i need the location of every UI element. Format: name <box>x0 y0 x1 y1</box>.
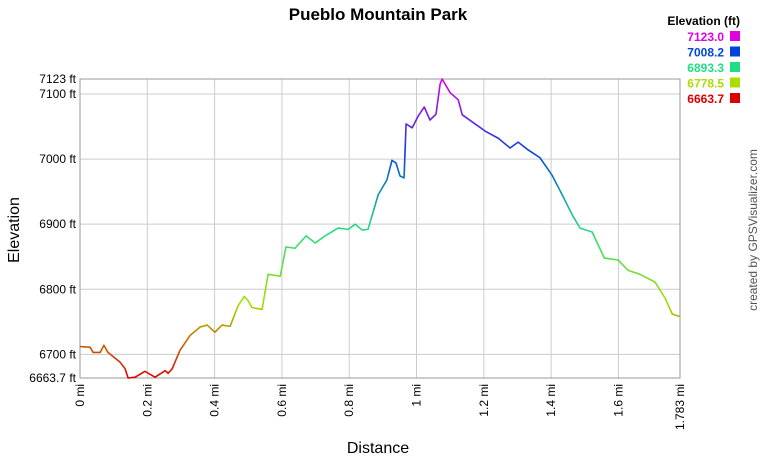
x-tick-label: 0.4 mi <box>208 384 222 417</box>
elevation-line <box>79 78 681 379</box>
legend-swatch <box>730 31 740 41</box>
x-tick-label: 1.2 mi <box>477 384 491 417</box>
y-tick-label: 7123 ft <box>39 72 76 86</box>
y-tick-label: 6800 ft <box>39 282 76 296</box>
legend-swatch <box>730 93 740 103</box>
legend-label: 7008.2 <box>687 46 724 60</box>
x-tick-label: 1.4 mi <box>544 384 558 417</box>
chart-title: Pueblo Mountain Park <box>289 5 468 24</box>
x-tick-label: 0.2 mi <box>140 384 154 417</box>
x-tick-label: 1.783 mi <box>673 384 687 430</box>
legend-title: Elevation (ft) <box>667 14 740 28</box>
legend-swatch <box>730 62 740 72</box>
plot-border <box>79 78 681 379</box>
y-axis-title: Elevation <box>6 197 23 263</box>
legend-swatch <box>730 46 740 57</box>
y-tick-label: 6663.7 ft <box>29 371 76 385</box>
legend-label: 7123.0 <box>687 30 724 44</box>
y-tick-label: 7100 ft <box>39 87 76 101</box>
legend-label: 6893.3 <box>687 61 724 75</box>
x-tick-label: 1.6 mi <box>611 384 625 417</box>
y-tick-label: 7000 ft <box>39 152 76 166</box>
legend-label: 6663.7 <box>687 92 724 106</box>
x-axis-title: Distance <box>347 440 409 457</box>
legend-swatch <box>730 77 740 88</box>
legend-label: 6778.5 <box>687 77 724 91</box>
x-tick-label: 0.6 mi <box>275 384 289 417</box>
y-tick-label: 6900 ft <box>39 217 76 231</box>
y-tick-label: 6700 ft <box>39 347 76 361</box>
x-tick-label: 1 mi <box>410 384 424 407</box>
x-tick-label: 0.8 mi <box>342 384 356 417</box>
x-tick-label: 0 mi <box>73 384 87 407</box>
credit: created by GPSVisualizer.com <box>746 149 760 311</box>
